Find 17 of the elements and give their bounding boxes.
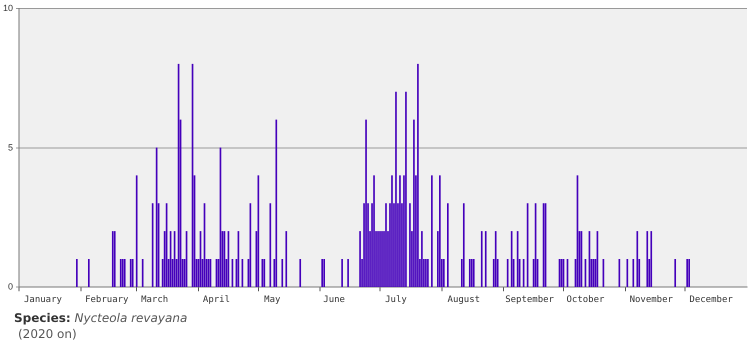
x-tick-label: August <box>448 294 480 305</box>
x-tick-label: December <box>689 294 734 305</box>
text: (2020 on) <box>17 326 78 342</box>
x-tick-label: February <box>85 294 130 305</box>
y-tick-label: 10 <box>2 2 14 13</box>
y-tick-label: 5 <box>8 142 14 152</box>
x-tick-label: March <box>141 294 168 305</box>
x-tick-label: September <box>505 294 555 305</box>
x-tick-label: July <box>385 294 408 305</box>
x-tick-label: May <box>264 294 282 305</box>
x-tick-label: June <box>323 294 345 305</box>
x-tick-label: January <box>24 294 62 305</box>
text: Species: Nycteola revayana <box>14 311 188 325</box>
x-tick-label: November <box>630 294 674 305</box>
x-tick-label: October <box>566 294 605 305</box>
x-tick-label: April <box>202 294 230 305</box>
y-tick-label: 0 <box>8 282 14 292</box>
